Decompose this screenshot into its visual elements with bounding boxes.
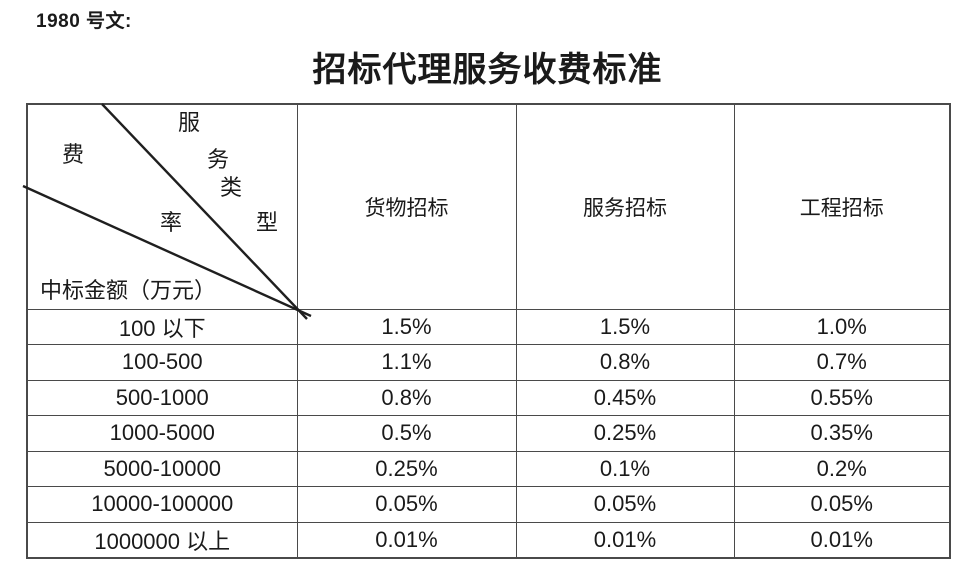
- rate-services-value: 0.01%: [515, 521, 735, 558]
- fee-standard-table: 费 率 服 务 类 型 中标金额（万元） 货物招标 服务招标 工程招标 100 …: [22, 103, 951, 559]
- rate-goods-value: 0.8%: [296, 379, 517, 416]
- rate-goods-value: 0.5%: [296, 415, 517, 452]
- rate-goods-value: 0.25%: [296, 450, 517, 487]
- table-row: 1000000 以上 0.01% 0.01% 0.01%: [26, 521, 951, 558]
- table-row: 500-1000 0.8% 0.45% 0.55%: [26, 379, 951, 416]
- diagonal-corner-cell: 费 率 服 务 类 型 中标金额（万元）: [22, 103, 312, 320]
- corner-label-type-char-1: 服: [178, 110, 201, 135]
- rate-services-value: 0.8%: [515, 344, 735, 381]
- rate-works-value: 0.7%: [733, 344, 951, 381]
- table-header-row: 费 率 服 务 类 型 中标金额（万元） 货物招标 服务招标 工程招标: [22, 103, 951, 320]
- amount-range: 1000000 以上: [26, 521, 298, 558]
- rate-services-value: 0.25%: [515, 415, 735, 452]
- amount-range: 100 以下: [26, 308, 298, 345]
- rate-works-value: 0.2%: [733, 450, 951, 487]
- corner-label-fee-char-2: 率: [160, 210, 183, 235]
- rate-services-value: 0.05%: [515, 486, 735, 523]
- rate-goods-value: 1.1%: [296, 344, 517, 381]
- rate-works-value: 0.55%: [733, 379, 951, 416]
- rate-works-value: 0.35%: [733, 415, 951, 452]
- rate-services-value: 1.5%: [515, 308, 735, 345]
- amount-range: 500-1000: [26, 379, 298, 416]
- table-row: 100-500 1.1% 0.8% 0.7%: [26, 344, 951, 381]
- rate-goods-value: 0.05%: [296, 486, 517, 523]
- rate-works-value: 0.01%: [733, 521, 951, 558]
- column-header-works: 工程招标: [733, 103, 951, 310]
- rate-goods-value: 0.01%: [296, 521, 517, 558]
- corner-label-type-char-2: 务: [207, 147, 230, 172]
- table-row: 5000-10000 0.25% 0.1% 0.2%: [26, 450, 951, 487]
- page-title: 招标代理服务收费标准: [312, 52, 663, 89]
- rate-works-value: 1.0%: [733, 308, 951, 345]
- corner-label-type-char-4: 型: [256, 210, 279, 235]
- amount-range: 5000-10000: [26, 450, 298, 487]
- column-header-goods: 货物招标: [296, 103, 517, 310]
- table-row: 100 以下 1.5% 1.5% 1.0%: [26, 308, 951, 345]
- rate-goods-value: 1.5%: [296, 308, 517, 345]
- amount-range: 1000-5000: [26, 415, 298, 452]
- amount-range: 100-500: [26, 344, 298, 381]
- rate-services-value: 0.45%: [515, 379, 735, 416]
- doc-number: 1980 号文:: [36, 11, 132, 32]
- corner-amount-axis-label: 中标金额（万元）: [40, 278, 217, 303]
- column-header-services: 服务招标: [515, 103, 735, 310]
- table-row: 10000-100000 0.05% 0.05% 0.05%: [26, 486, 951, 523]
- table-row: 1000-5000 0.5% 0.25% 0.35%: [26, 415, 951, 452]
- amount-range: 10000-100000: [26, 486, 298, 523]
- corner-label-fee-char-1: 费: [62, 142, 85, 167]
- rate-services-value: 0.1%: [515, 450, 735, 487]
- corner-label-type-char-3: 类: [220, 175, 243, 200]
- rate-works-value: 0.05%: [733, 486, 951, 523]
